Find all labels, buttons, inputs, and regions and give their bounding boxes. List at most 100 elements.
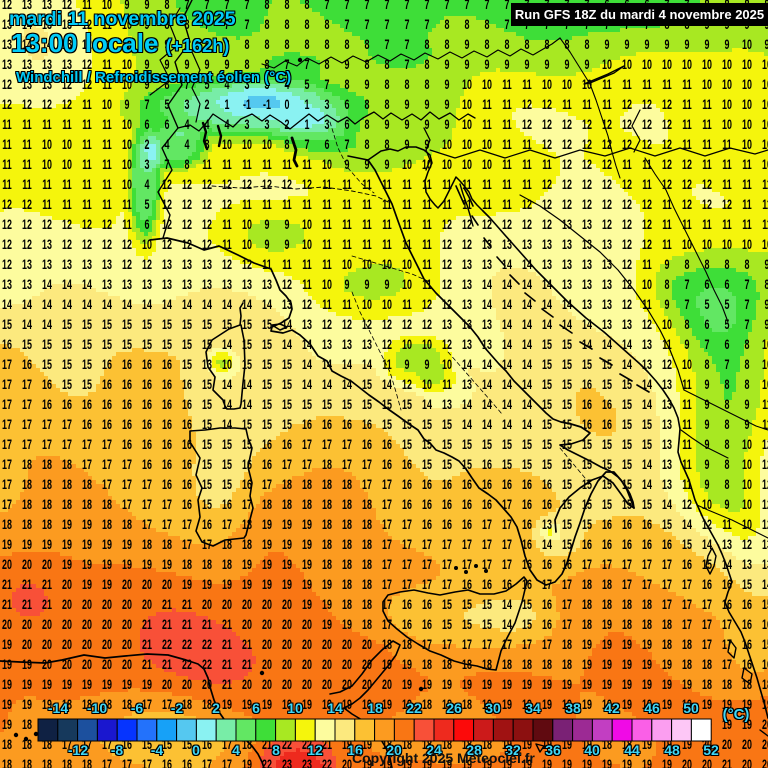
svg-text:12: 12 [622,256,632,273]
svg-text:12: 12 [202,236,212,253]
svg-text:21: 21 [42,596,52,613]
svg-text:13: 13 [442,316,452,333]
svg-text:10: 10 [422,156,432,173]
svg-text:17: 17 [102,736,112,753]
svg-text:9: 9 [285,236,290,253]
svg-text:17: 17 [142,476,152,493]
svg-text:13: 13 [2,36,12,53]
svg-text:8: 8 [484,36,489,53]
svg-text:19: 19 [102,576,112,593]
svg-text:11: 11 [742,216,752,233]
svg-text:11: 11 [302,256,312,273]
svg-text:11: 11 [662,216,672,233]
svg-text:11: 11 [682,436,692,453]
svg-text:2: 2 [205,96,210,113]
svg-text:13: 13 [602,316,612,333]
svg-text:9: 9 [345,56,350,73]
svg-text:20: 20 [62,616,72,633]
svg-text:11: 11 [422,256,432,273]
svg-text:16: 16 [482,576,492,593]
svg-text:8: 8 [425,56,430,73]
svg-text:10: 10 [742,456,752,473]
svg-text:19: 19 [302,536,312,553]
svg-text:9: 9 [404,116,409,133]
svg-text:17: 17 [482,556,492,573]
svg-text:13: 13 [2,56,12,73]
svg-text:16: 16 [642,536,652,553]
svg-text:9: 9 [144,36,149,53]
svg-text:11: 11 [702,116,712,133]
svg-text:11: 11 [482,196,492,213]
svg-text:16: 16 [62,396,72,413]
svg-text:13: 13 [462,376,472,393]
svg-text:7: 7 [725,356,730,373]
svg-text:19: 19 [702,696,712,713]
svg-text:10: 10 [722,116,732,133]
svg-text:11: 11 [642,76,652,93]
svg-text:20: 20 [162,676,172,693]
svg-text:19: 19 [602,756,612,768]
svg-text:10: 10 [362,296,372,313]
svg-text:20: 20 [42,616,52,633]
svg-text:12: 12 [82,16,92,33]
svg-text:15: 15 [602,376,612,393]
svg-text:12: 12 [62,96,72,113]
svg-text:19: 19 [662,756,672,768]
svg-text:14: 14 [642,476,652,493]
svg-text:11: 11 [682,96,692,113]
svg-text:20: 20 [122,596,132,613]
svg-text:17: 17 [502,556,512,573]
svg-text:10: 10 [262,136,272,153]
svg-text:14: 14 [22,16,32,33]
svg-text:15: 15 [642,416,652,433]
svg-text:11: 11 [682,456,692,473]
svg-text:11: 11 [262,196,272,213]
svg-text:12: 12 [442,256,452,273]
svg-text:15: 15 [122,336,132,353]
svg-text:19: 19 [2,656,12,673]
svg-text:17: 17 [222,756,232,768]
svg-text:10: 10 [562,76,572,93]
svg-text:20: 20 [382,676,392,693]
svg-text:17: 17 [122,476,132,493]
svg-text:11: 11 [302,276,312,293]
svg-text:18: 18 [642,596,652,613]
svg-text:16: 16 [162,416,172,433]
svg-text:11: 11 [722,136,732,153]
svg-text:11: 11 [422,276,432,293]
svg-text:14: 14 [462,356,472,373]
svg-text:18: 18 [342,576,352,593]
svg-text:22: 22 [182,656,192,673]
svg-text:19: 19 [302,516,312,533]
svg-text:20: 20 [22,636,32,653]
svg-text:15: 15 [22,336,32,353]
svg-text:10: 10 [582,76,592,93]
svg-text:16: 16 [102,376,112,393]
svg-text:7: 7 [385,16,390,33]
svg-text:17: 17 [22,376,32,393]
svg-text:16: 16 [582,416,592,433]
svg-text:12: 12 [162,236,172,253]
svg-text:18: 18 [262,496,272,513]
svg-text:7: 7 [364,16,369,33]
svg-text:19: 19 [742,716,752,733]
svg-text:16: 16 [522,516,532,533]
svg-text:15: 15 [262,416,272,433]
svg-text:8: 8 [285,136,290,153]
svg-text:12: 12 [662,116,672,133]
svg-text:11: 11 [722,516,732,533]
svg-text:14: 14 [502,416,512,433]
svg-text:12: 12 [582,176,592,193]
svg-text:17: 17 [722,616,732,633]
svg-text:19: 19 [502,676,512,693]
svg-text:12: 12 [422,316,432,333]
svg-text:4: 4 [144,176,149,193]
svg-text:20: 20 [322,656,332,673]
svg-text:14: 14 [642,396,652,413]
svg-text:18: 18 [102,696,112,713]
svg-text:15: 15 [142,336,152,353]
svg-text:19: 19 [242,756,252,768]
svg-text:15: 15 [622,496,632,513]
svg-text:16: 16 [502,576,512,593]
svg-text:22: 22 [282,736,292,753]
